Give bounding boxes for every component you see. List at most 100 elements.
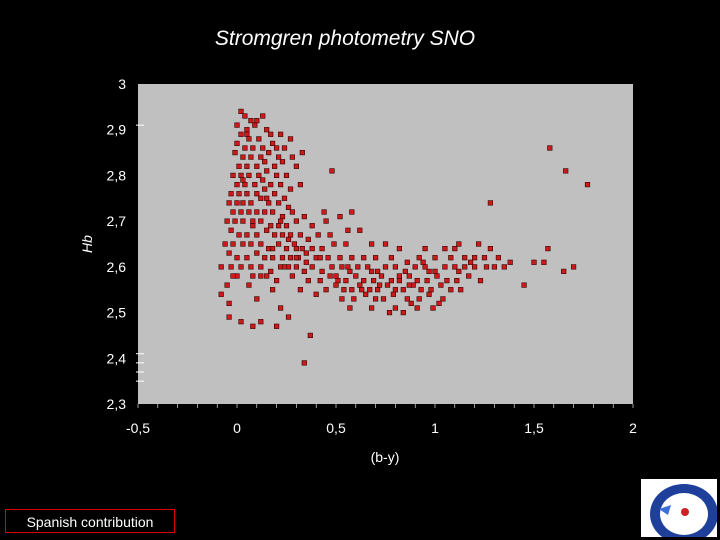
data-point — [277, 305, 284, 311]
data-point — [456, 268, 462, 275]
data-point — [341, 287, 347, 293]
data-point — [416, 296, 422, 302]
data-point — [250, 273, 256, 279]
data-point — [238, 319, 244, 325]
data-point — [301, 214, 307, 220]
data-point — [400, 287, 406, 293]
data-point — [266, 200, 272, 206]
data-point — [275, 241, 282, 247]
data-point — [289, 209, 296, 215]
data-point — [438, 282, 444, 288]
data-point — [347, 268, 353, 275]
data-point — [248, 241, 254, 247]
data-point — [238, 209, 244, 215]
data-point — [396, 246, 403, 252]
data-point — [507, 259, 513, 265]
data-point — [339, 296, 345, 302]
data-point — [244, 232, 250, 238]
data-point — [386, 309, 393, 316]
data-point — [370, 277, 377, 284]
data-point — [331, 241, 337, 247]
data-point — [232, 150, 238, 156]
data-point — [400, 309, 406, 316]
data-point — [361, 277, 367, 284]
data-point — [361, 255, 367, 261]
data-point — [483, 264, 490, 270]
data-point — [277, 131, 284, 137]
data-point — [250, 223, 256, 229]
data-point — [374, 268, 381, 275]
data-point — [264, 195, 270, 201]
data-point — [224, 282, 230, 288]
data-point — [345, 227, 351, 233]
data-point — [262, 255, 268, 261]
data-point — [436, 300, 442, 307]
data-point — [293, 255, 300, 261]
data-point — [343, 277, 349, 284]
data-point — [323, 287, 329, 293]
data-point — [254, 118, 260, 124]
data-point — [244, 131, 250, 137]
data-point — [240, 200, 246, 206]
data-point — [388, 255, 395, 261]
data-point — [283, 223, 290, 229]
x-tick-label: 1,5 — [524, 420, 544, 436]
data-point — [307, 332, 313, 339]
y-tick-label: 2,8 — [107, 167, 127, 183]
data-point — [396, 277, 403, 284]
data-point — [432, 268, 438, 275]
data-point — [281, 195, 288, 201]
chart-title: Stromgren photometry SNO — [214, 27, 476, 50]
data-point — [416, 255, 422, 261]
data-point — [285, 204, 292, 211]
data-point — [275, 154, 282, 160]
data-point — [378, 273, 385, 279]
data-point — [268, 182, 274, 188]
data-point — [418, 287, 424, 293]
institute-logo — [641, 479, 717, 537]
y-tick-label: 2,5 — [107, 305, 127, 321]
data-point — [297, 232, 304, 238]
data-point — [293, 218, 300, 224]
data-point — [458, 287, 464, 293]
data-point — [254, 163, 260, 169]
data-point — [254, 191, 260, 197]
data-point — [368, 268, 375, 275]
data-point — [252, 122, 258, 128]
data-point — [452, 264, 458, 270]
data-point — [250, 218, 256, 224]
data-point — [287, 136, 294, 142]
data-point — [234, 122, 240, 128]
data-point — [279, 232, 286, 238]
data-point — [317, 255, 323, 261]
data-point — [471, 264, 478, 270]
x-tick-label: 0 — [233, 420, 241, 436]
data-point — [218, 264, 224, 270]
data-point — [434, 273, 440, 279]
data-point — [238, 131, 244, 137]
data-point — [236, 191, 242, 197]
data-point — [477, 277, 484, 284]
y-tick-label: 3 — [118, 76, 126, 92]
data-point — [327, 273, 333, 279]
data-point — [491, 264, 498, 270]
data-point — [279, 214, 286, 220]
data-point — [285, 314, 292, 320]
data-point — [250, 323, 256, 329]
data-point — [246, 172, 252, 179]
data-point — [228, 227, 234, 233]
y-tick-label: 2,3 — [107, 396, 127, 412]
data-point — [232, 218, 238, 224]
data-point — [293, 264, 300, 270]
data-point — [258, 264, 264, 270]
data-point — [242, 113, 248, 119]
data-point — [448, 287, 454, 293]
data-point — [392, 305, 399, 311]
data-point — [230, 209, 236, 215]
data-point — [462, 255, 468, 261]
data-point — [359, 287, 365, 293]
data-point — [269, 287, 276, 293]
data-point — [228, 264, 234, 270]
data-point — [329, 168, 335, 174]
data-point — [402, 268, 408, 275]
